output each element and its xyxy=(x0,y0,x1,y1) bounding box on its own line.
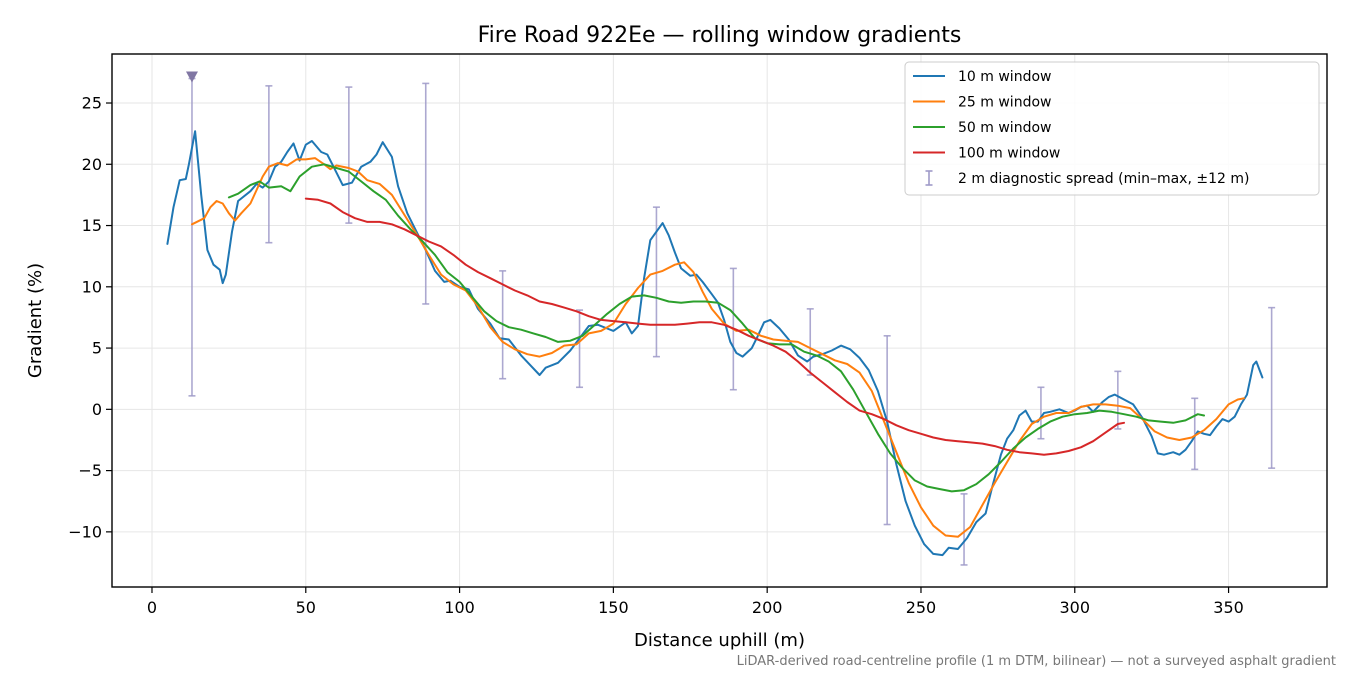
x-axis-label: Distance uphill (m) xyxy=(634,630,805,651)
plot-frame xyxy=(111,53,1328,588)
error-bar xyxy=(1191,397,1199,471)
x-tick-label: 50 xyxy=(296,598,316,617)
x-tick-label: 200 xyxy=(752,598,783,617)
x-axis: 0 50 100 150 200 250 300 350 xyxy=(147,587,1244,617)
error-bar xyxy=(265,85,273,244)
legend-item: 100 m window xyxy=(913,146,1060,162)
error-bar xyxy=(806,308,814,376)
y-axis: −10 −5 0 5 10 15 20 25 xyxy=(68,94,112,541)
legend-item: 10 m window xyxy=(913,69,1051,85)
y-tick-label: 10 xyxy=(82,277,102,296)
x-tick-label: 300 xyxy=(1059,598,1090,617)
series-lines xyxy=(166,130,1264,557)
y-tick-label: −5 xyxy=(78,461,102,480)
legend-label: 50 m window xyxy=(958,120,1051,136)
legend-label: 25 m window xyxy=(958,95,1051,111)
error-bar xyxy=(1268,306,1276,469)
x-tick-label: 150 xyxy=(598,598,629,617)
legend-label: 2 m diagnostic spread (min–max, ±12 m) xyxy=(958,171,1249,187)
y-tick-label: 15 xyxy=(82,216,102,235)
y-tick-label: 5 xyxy=(92,339,102,358)
legend-box xyxy=(904,61,1320,196)
error-bar xyxy=(576,309,584,389)
series-line xyxy=(227,163,1205,493)
legend-item: 2 m diagnostic spread (min–max, ±12 m) xyxy=(925,170,1249,187)
legend-item: 25 m window xyxy=(913,95,1051,111)
y-tick-label: −10 xyxy=(68,522,102,541)
legend-label: 10 m window xyxy=(958,69,1051,85)
legend-item: 50 m window xyxy=(913,120,1051,136)
series-line xyxy=(191,157,1245,538)
error-bar xyxy=(422,82,430,305)
x-tick-label: 100 xyxy=(444,598,475,617)
error-bar xyxy=(1037,386,1045,440)
x-tick-label: 0 xyxy=(147,598,157,617)
y-axis-label: Gradient (%) xyxy=(25,263,46,378)
y-tick-label: 0 xyxy=(92,400,102,419)
y-tick-label: 25 xyxy=(82,94,102,113)
chart-title: Fire Road 922Ee — rolling window gradien… xyxy=(478,23,962,48)
error-bar xyxy=(960,493,968,566)
legend-label: 100 m window xyxy=(958,146,1060,162)
footnote: LiDAR-derived road-centreline profile (1… xyxy=(737,654,1336,669)
overflow-marker xyxy=(185,71,198,83)
error-bars xyxy=(185,71,1276,566)
error-bar xyxy=(345,86,353,224)
error-bar xyxy=(185,71,198,397)
series-line xyxy=(304,197,1125,456)
legend: 10 m window 25 m window 50 m window 100 m w… xyxy=(904,61,1320,196)
y-tick-label: 20 xyxy=(82,155,102,174)
error-bar xyxy=(1114,370,1122,430)
x-tick-label: 350 xyxy=(1213,598,1244,617)
x-tick-label: 250 xyxy=(906,598,937,617)
